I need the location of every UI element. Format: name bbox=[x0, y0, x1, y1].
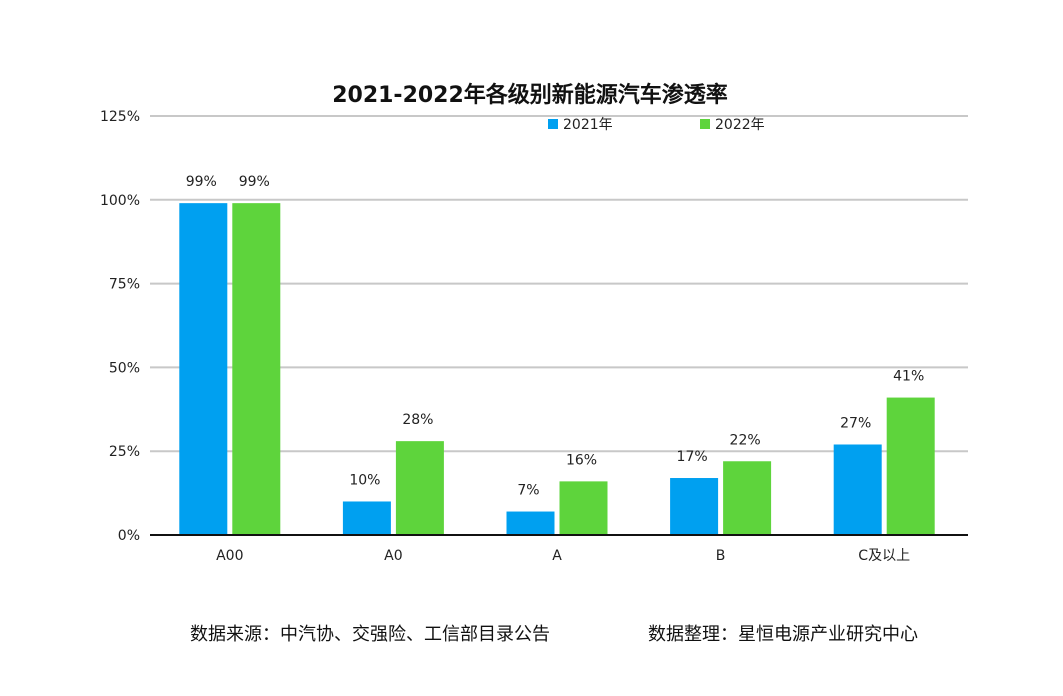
footer-compiler: 数据整理：星恒电源产业研究中心 bbox=[648, 624, 918, 645]
footer-source: 数据来源：中汽协、交强险、工信部目录公告 bbox=[190, 624, 550, 645]
x-axis-ticks: A00 A0 A B C及以上 bbox=[216, 548, 910, 564]
y-tick-label: 125% bbox=[100, 109, 140, 125]
legend-swatch bbox=[700, 119, 710, 129]
bar bbox=[179, 203, 228, 536]
bar bbox=[723, 461, 772, 535]
data-label: 22% bbox=[730, 432, 761, 448]
legend-label: 2022年 bbox=[715, 117, 765, 133]
y-tick-label: 25% bbox=[109, 444, 140, 460]
x-tick-label: A00 bbox=[216, 548, 243, 564]
data-label: 27% bbox=[840, 415, 871, 431]
x-tick-label: A bbox=[552, 548, 562, 564]
x-tick-label: C及以上 bbox=[858, 548, 910, 564]
y-axis-ticks: 0% 25% 50% 75% 100% 125% bbox=[100, 109, 140, 544]
chart-title: 2021-2022年各级别新能源汽车渗透率 bbox=[332, 82, 728, 108]
legend: 2021年 2022年 bbox=[548, 117, 765, 133]
y-tick-label: 100% bbox=[100, 193, 140, 209]
bar bbox=[395, 441, 444, 535]
data-label: 28% bbox=[402, 412, 433, 428]
y-tick-label: 75% bbox=[109, 277, 140, 293]
gridlines bbox=[150, 115, 968, 453]
bar bbox=[833, 444, 882, 535]
bar bbox=[506, 511, 555, 535]
y-tick-label: 50% bbox=[109, 360, 140, 376]
data-label: 10% bbox=[349, 472, 380, 488]
y-tick-label: 0% bbox=[118, 528, 140, 544]
data-label: 17% bbox=[677, 449, 708, 465]
x-tick-label: B bbox=[716, 548, 726, 564]
bar bbox=[886, 397, 935, 535]
data-label: 99% bbox=[186, 174, 217, 190]
x-tick-label: A0 bbox=[384, 548, 402, 564]
bar bbox=[559, 481, 608, 535]
bars bbox=[179, 203, 935, 536]
data-labels: 99% 99% 10% 28% 7% 16% 17% 22% 27% 41% bbox=[186, 174, 925, 498]
bar bbox=[232, 203, 281, 536]
legend-swatch bbox=[548, 119, 558, 129]
data-label: 16% bbox=[566, 452, 597, 468]
data-label: 7% bbox=[517, 483, 539, 499]
data-label: 99% bbox=[239, 174, 270, 190]
data-label: 41% bbox=[893, 369, 924, 385]
legend-label: 2021年 bbox=[563, 117, 613, 133]
bar bbox=[670, 478, 719, 535]
bar bbox=[342, 501, 391, 535]
